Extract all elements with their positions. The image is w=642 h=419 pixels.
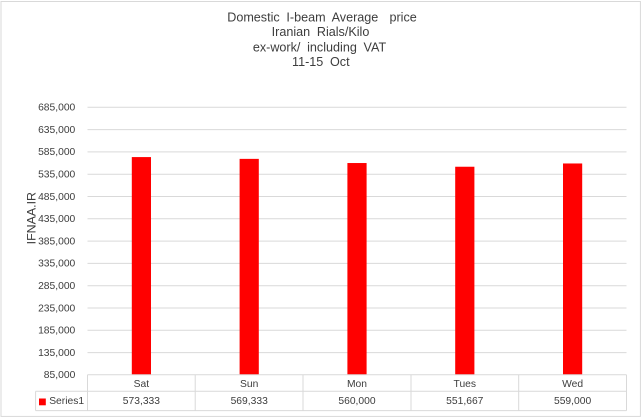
svg-text:335,000: 335,000: [38, 259, 75, 270]
svg-text:573,333: 573,333: [123, 396, 160, 407]
svg-text:135,000: 135,000: [38, 348, 75, 359]
svg-text:559,000: 559,000: [554, 396, 591, 407]
svg-text:Sun: Sun: [240, 379, 259, 390]
svg-text:Tues: Tues: [454, 379, 477, 390]
svg-text:435,000: 435,000: [38, 214, 75, 225]
svg-text:285,000: 285,000: [38, 281, 75, 292]
svg-text:Series1: Series1: [49, 396, 84, 407]
svg-text:635,000: 635,000: [38, 125, 75, 136]
svg-text:185,000: 185,000: [38, 326, 75, 337]
svg-text:Wed: Wed: [562, 379, 583, 390]
svg-text:485,000: 485,000: [38, 192, 75, 203]
svg-text:585,000: 585,000: [38, 147, 75, 158]
svg-text:Domestic I-beam Average price: Domestic I-beam Average price: [227, 11, 417, 25]
svg-text:385,000: 385,000: [38, 236, 75, 247]
svg-text:Iranian Rials/Kilo: Iranian Rials/Kilo: [272, 25, 370, 39]
svg-text:569,333: 569,333: [231, 396, 268, 407]
svg-text:ex-work/ including VAT: ex-work/ including VAT: [253, 41, 387, 55]
svg-text:235,000: 235,000: [38, 303, 75, 314]
svg-text:85,000: 85,000: [44, 370, 76, 381]
svg-text:551,667: 551,667: [446, 396, 483, 407]
svg-text:Mon: Mon: [347, 379, 367, 390]
svg-text:11-15 Oct: 11-15 Oct: [292, 55, 350, 69]
svg-text:Sat: Sat: [134, 379, 150, 390]
svg-text:535,000: 535,000: [38, 170, 75, 181]
svg-text:685,000: 685,000: [38, 103, 75, 114]
svg-text:IFNAA.IR: IFNAA.IR: [25, 192, 39, 244]
svg-text:560,000: 560,000: [338, 396, 375, 407]
